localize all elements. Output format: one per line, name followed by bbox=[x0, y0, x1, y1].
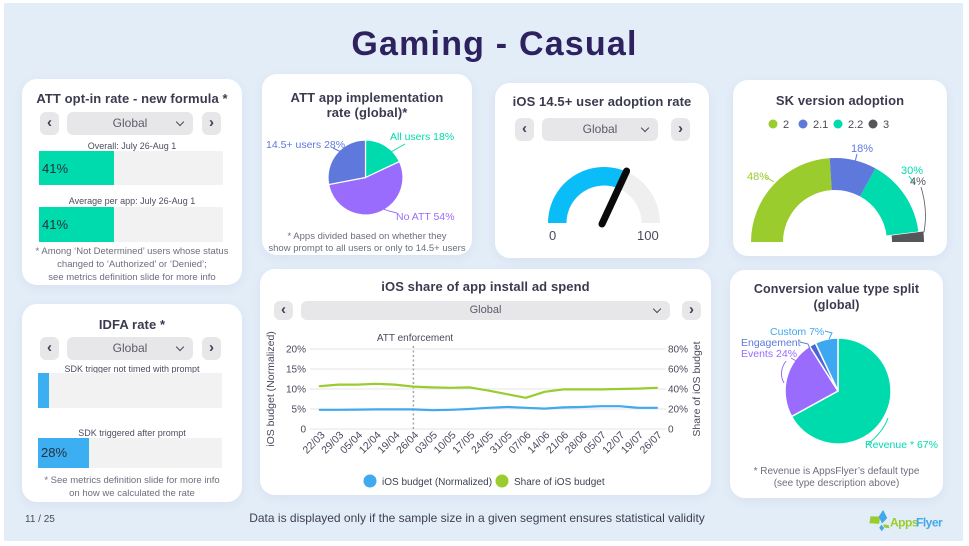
svg-text:60%: 60% bbox=[668, 365, 688, 376]
svg-text:Revenue * 67%: Revenue * 67% bbox=[865, 439, 938, 451]
svg-text:18%: 18% bbox=[851, 143, 873, 155]
svg-text:2.2: 2.2 bbox=[848, 119, 863, 131]
svg-text:Apps: Apps bbox=[890, 516, 919, 530]
svg-text:2: 2 bbox=[783, 119, 789, 131]
svg-text:All users 18%: All users 18% bbox=[390, 131, 454, 143]
svg-text:20%: 20% bbox=[668, 405, 688, 416]
svg-text:ATT enforcement: ATT enforcement bbox=[377, 333, 454, 344]
svg-text:Share of iOS budget: Share of iOS budget bbox=[691, 341, 703, 436]
svg-text:3: 3 bbox=[883, 119, 889, 131]
svg-text:Engagement: Engagement bbox=[741, 337, 801, 349]
svg-text:iOS budget (Normalized): iOS budget (Normalized) bbox=[382, 477, 492, 488]
svg-text:iOS budget (Normalized): iOS budget (Normalized) bbox=[265, 331, 277, 447]
svg-text:15%: 15% bbox=[286, 365, 306, 376]
svg-text:14.5+ users 28%: 14.5+ users 28% bbox=[266, 139, 345, 151]
svg-text:5%: 5% bbox=[292, 405, 307, 416]
svg-text:Custom 7%: Custom 7% bbox=[770, 326, 824, 338]
svg-text:48%: 48% bbox=[747, 171, 769, 183]
svg-text:20%: 20% bbox=[286, 345, 306, 356]
svg-text:2.1: 2.1 bbox=[813, 119, 828, 131]
svg-text:Events 24%: Events 24% bbox=[741, 348, 797, 360]
svg-text:4%: 4% bbox=[910, 176, 926, 188]
svg-text:30%: 30% bbox=[901, 165, 923, 177]
svg-text:0: 0 bbox=[668, 425, 674, 436]
svg-text:Share of iOS budget: Share of iOS budget bbox=[514, 477, 605, 488]
svg-text:Flyer: Flyer bbox=[916, 516, 943, 530]
svg-text:0: 0 bbox=[300, 425, 306, 436]
svg-text:10%: 10% bbox=[286, 385, 306, 396]
svg-text:26/07: 26/07 bbox=[638, 429, 665, 456]
svg-text:No ATT 54%: No ATT 54% bbox=[396, 211, 455, 223]
svg-text:40%: 40% bbox=[668, 385, 688, 396]
svg-text:80%: 80% bbox=[668, 345, 688, 356]
